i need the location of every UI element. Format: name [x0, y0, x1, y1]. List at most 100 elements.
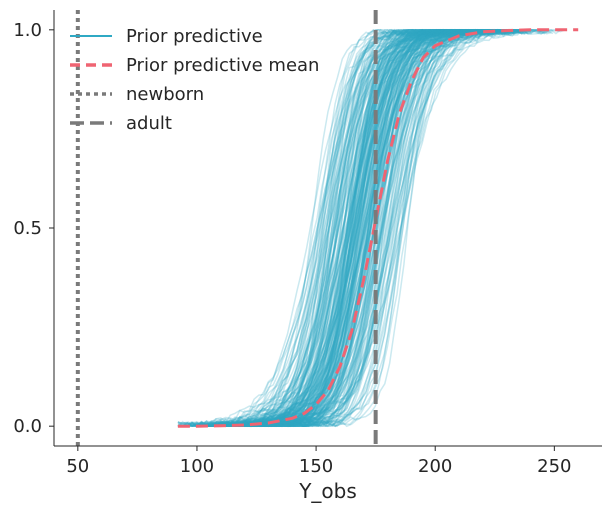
prior-predictive-draw-line: [177, 29, 488, 428]
prior-predictive-draw-line: [257, 29, 506, 428]
prior-predictive-draw-line: [213, 29, 428, 427]
prior-predictive-draw-line: [177, 28, 517, 428]
prior-predictive-draw-line: [227, 28, 467, 428]
prior-predictive-draw-line: [269, 29, 466, 427]
x-axis-ticks: 50 100 150 200 250: [66, 446, 572, 477]
prior-predictive-draw-line: [267, 29, 469, 427]
x-tick-label: 50: [66, 456, 89, 477]
prior-predictive-draw-line: [222, 28, 485, 428]
prior-predictive-draw-line: [279, 28, 437, 428]
prior-predictive-draw-line: [224, 28, 473, 427]
prior-predictive-draw-line: [201, 28, 526, 427]
prior-predictive-draw-line: [177, 29, 484, 428]
prior-predictive-draw-line: [210, 28, 526, 428]
prior-predictive-draw-line: [292, 28, 464, 427]
prior-predictive-draw-line: [322, 29, 490, 428]
prior-predictive-draw-line: [188, 29, 495, 427]
prior-predictive-draw-line: [219, 28, 454, 427]
prior-predictive-draw-line: [290, 29, 449, 427]
legend-label: Prior predictive: [126, 26, 263, 47]
prior-predictive-draw-line: [223, 28, 463, 428]
prior-predictive-mean-layer: [177, 28, 579, 428]
prior-predictive-draw-line: [236, 28, 566, 428]
prior-predictive-draw-line: [257, 28, 506, 428]
prior-predictive-draw-line: [219, 29, 487, 428]
legend-item: Prior predictive: [70, 26, 263, 47]
prior-predictive-draw-line: [237, 28, 524, 427]
legend-label: Prior predictive mean: [126, 55, 319, 76]
prior-predictive-draw-line: [241, 29, 505, 427]
prior-predictive-draw-line: [247, 28, 525, 428]
prior-predictive-draw-line: [208, 28, 466, 427]
prior-predictive-draw-line: [261, 28, 477, 427]
prior-predictive-draw-line: [207, 29, 451, 428]
prior-predictive-draw-line: [196, 28, 512, 427]
prior-predictive-draw-line: [258, 28, 479, 428]
prior-predictive-draw-line: [253, 29, 444, 427]
prior-predictive-draw-line: [259, 28, 480, 427]
prior-predictive-draw-line: [231, 28, 532, 427]
prior-predictive-draw-line: [245, 28, 475, 427]
prior-predictive-draw-line: [266, 28, 468, 428]
prior-predictive-draw-line: [266, 28, 449, 428]
legend-item: adult: [70, 113, 172, 134]
prior-predictive-draw-line: [243, 28, 468, 427]
prior-predictive-draw-line: [188, 29, 508, 428]
legend-item: Prior predictive mean: [70, 55, 319, 76]
prior-predictive-draw-line: [183, 29, 442, 428]
prior-predictive-draw-line: [302, 28, 479, 428]
prior-predictive-draw-line: [217, 28, 514, 428]
prior-predictive-draw-line: [266, 29, 435, 428]
prior-predictive-draw-line: [194, 29, 472, 428]
prior-predictive-draw-line: [215, 28, 479, 428]
prior-predictive-draw-line: [203, 29, 471, 428]
prior-predictive-draw-line: [256, 29, 529, 428]
prior-predictive-draw-line: [249, 29, 431, 428]
prior-predictive-draw-line: [177, 29, 503, 428]
prior-predictive-draw-line: [191, 28, 479, 428]
prior-predictive-draw-line: [294, 29, 500, 428]
prior-predictive-draw-line: [261, 29, 462, 427]
prior-predictive-draw-line: [232, 29, 486, 427]
prior-predictive-draw-line: [258, 28, 445, 427]
prior-predictive-draw-line: [197, 29, 518, 427]
prior-predictive-draw-line: [256, 29, 453, 427]
prior-predictive-draw-line: [237, 29, 501, 428]
prior-predictive-draw-line: [226, 29, 437, 428]
legend-label: newborn: [126, 84, 204, 105]
prior-predictive-draw-line: [234, 29, 488, 427]
prior-predictive-draw-line: [232, 28, 467, 428]
prior-predictive-draw-line: [177, 29, 445, 427]
prior-predictive-draw-line: [206, 28, 536, 428]
prior-predictive-draw-line: [251, 28, 444, 428]
prior-predictive-draw-line: [247, 29, 472, 428]
reference-lines: [75, 10, 378, 450]
prior-predictive-draw-line: [202, 28, 504, 427]
x-axis-title: Y_obs: [298, 479, 357, 503]
prior-predictive-draw-line: [218, 28, 405, 428]
prior-predictive-draw-line: [243, 28, 458, 427]
prior-predictive-draw-line: [185, 28, 491, 427]
prior-predictive-draw-line: [270, 29, 505, 427]
prior-predictive-draw-line: [216, 28, 489, 428]
prior-predictive-draw-line: [321, 29, 479, 428]
prior-predictive-draw-line: [254, 29, 451, 428]
prior-predictive-draw-line: [221, 28, 489, 428]
prior-predictive-draw-line: [227, 29, 481, 427]
prior-predictive-draw-line: [270, 29, 424, 428]
prior-predictive-draws: [177, 28, 566, 428]
prior-predictive-draw-line: [252, 28, 416, 428]
prior-predictive-draw-line: [236, 29, 500, 428]
legend-label: adult: [126, 113, 172, 134]
prior-predictive-draw-line: [217, 29, 448, 428]
prior-predictive-draw-line: [235, 29, 503, 428]
prior-predictive-draw-line: [307, 29, 495, 428]
prior-predictive-draw-line: [249, 28, 546, 427]
prior-predictive-draw-line: [181, 28, 512, 427]
prior-predictive-draw-line: [236, 28, 461, 427]
prior-predictive-draw-line: [259, 28, 442, 428]
prior-predictive-draw-line: [177, 28, 507, 427]
prior-predictive-draw-line: [255, 28, 523, 427]
prior-predictive-draw-line: [207, 28, 466, 428]
prior-predictive-draw-line: [235, 29, 561, 428]
